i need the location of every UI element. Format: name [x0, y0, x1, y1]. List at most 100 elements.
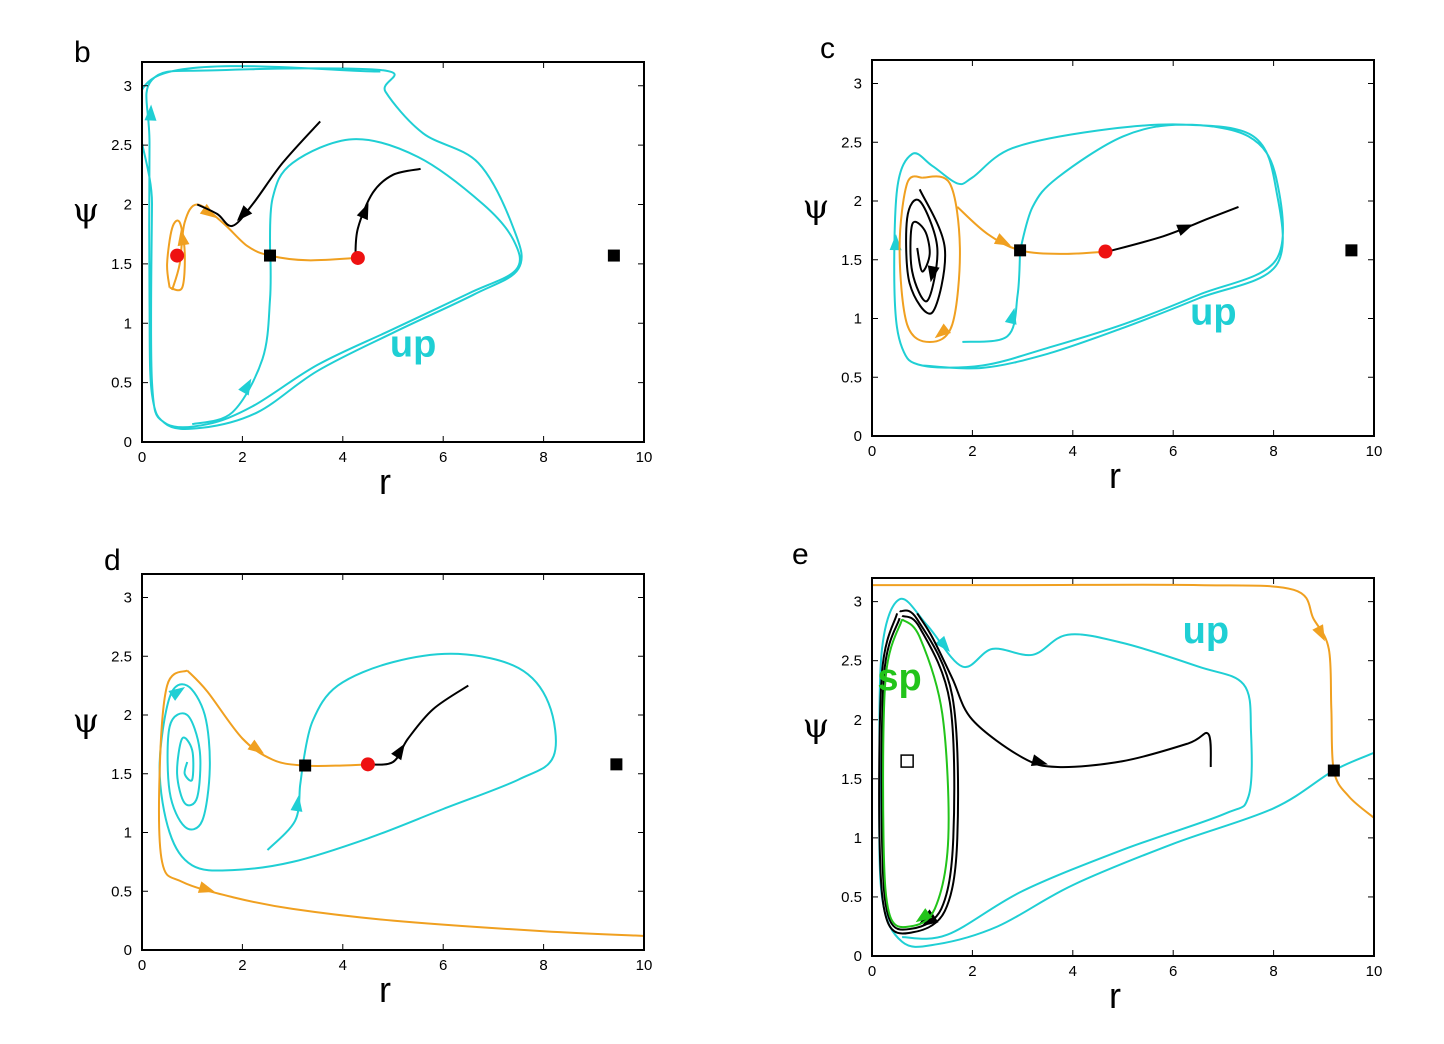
- arrowhead-2: [197, 881, 215, 893]
- x-tick-label: 10: [636, 957, 653, 974]
- arrowhead-5: [927, 265, 940, 283]
- panel-label: e: [792, 538, 809, 571]
- series-line-5: [882, 618, 950, 929]
- arrowhead-0: [1312, 624, 1325, 642]
- x-tick-label: 4: [1069, 443, 1077, 460]
- y-tick-label: 2: [854, 193, 862, 210]
- series-line-1: [191, 255, 272, 426]
- series-line-5: [354, 167, 421, 258]
- annotation-label: up: [390, 324, 436, 366]
- axes-frame: [871, 59, 1375, 437]
- series-line-4: [367, 684, 469, 766]
- series-line-4: [196, 120, 321, 227]
- x-axis-label: r: [1109, 455, 1121, 496]
- x-tick-label: 4: [339, 957, 347, 974]
- arrowhead-0: [144, 104, 157, 121]
- fixed-point-square: [264, 249, 277, 262]
- y-tick-label: 0: [854, 948, 862, 965]
- annotation-label: up: [1183, 610, 1229, 652]
- arrowhead-3: [247, 739, 265, 754]
- y-tick-label: 2: [854, 712, 862, 729]
- series-line-0: [893, 123, 1285, 370]
- series-line-2: [916, 612, 1212, 769]
- panel-label: d: [104, 544, 121, 577]
- x-tick-label: 10: [1366, 443, 1383, 460]
- fixed-point-square: [1345, 244, 1358, 257]
- annotation-label: sp: [877, 657, 921, 699]
- series-line-2: [157, 669, 644, 937]
- series-line-0: [142, 65, 523, 431]
- x-tick-label: 4: [339, 449, 347, 466]
- series-group: [142, 65, 523, 431]
- series-line-3: [166, 219, 186, 292]
- y-axis-label: ψ: [803, 187, 830, 227]
- x-tick-label: 2: [968, 443, 976, 460]
- x-tick-label: 2: [238, 449, 246, 466]
- arrowhead-1: [290, 795, 303, 812]
- fixed-point-square: [1327, 764, 1340, 777]
- series-line-3: [898, 175, 961, 344]
- x-tick-label: 8: [1269, 443, 1277, 460]
- panel-label: c: [820, 32, 835, 65]
- x-axis-label: r: [379, 461, 391, 502]
- y-tick-label: 2.5: [111, 137, 132, 154]
- y-tick-label: 3: [854, 594, 862, 611]
- x-tick-label: 6: [439, 957, 447, 974]
- series-group: [157, 652, 644, 937]
- y-tick-label: 1: [124, 315, 132, 332]
- x-tick-label: 8: [1269, 963, 1277, 980]
- series-line-4: [880, 614, 956, 931]
- y-tick-label: 0: [124, 434, 132, 451]
- y-tick-label: 1.5: [841, 771, 862, 788]
- y-tick-label: 1.5: [841, 252, 862, 269]
- y-tick-label: 0.5: [111, 883, 132, 900]
- arrowhead-0: [168, 687, 186, 701]
- x-tick-label: 0: [868, 963, 876, 980]
- x-tick-label: 2: [968, 963, 976, 980]
- series-line-2: [956, 206, 1108, 255]
- annotation-label: up: [1190, 291, 1236, 333]
- y-axis-label: ψ: [73, 191, 100, 231]
- series-line-1: [878, 597, 1374, 948]
- x-tick-label: 0: [138, 449, 146, 466]
- series-group: [889, 123, 1285, 370]
- x-tick-label: 6: [439, 449, 447, 466]
- y-tick-label: 0.5: [841, 889, 862, 906]
- arrowhead-1: [238, 378, 252, 396]
- arrowhead-2: [199, 203, 217, 219]
- y-tick-label: 0: [124, 942, 132, 959]
- x-tick-label: 4: [1069, 963, 1077, 980]
- x-tick-label: 0: [868, 443, 876, 460]
- y-tick-label: 0.5: [111, 375, 132, 392]
- arrowhead-2: [1030, 754, 1048, 767]
- arrowhead-4: [391, 743, 405, 761]
- arrowhead-5: [915, 908, 933, 923]
- y-tick-label: 3: [124, 590, 132, 607]
- y-tick-label: 2.5: [111, 648, 132, 665]
- panel-c: c 0 2 4 6 8 10 0 0.5 1 1.5 2 2.5 3 r ψ up: [803, 32, 1383, 496]
- axes-frame: [141, 61, 645, 443]
- fixed-point-circle: [350, 250, 365, 265]
- y-tick-label: 2: [124, 197, 132, 214]
- axes-frame: [141, 573, 645, 951]
- series-line-2: [171, 203, 358, 291]
- x-tick-label: 10: [636, 449, 653, 466]
- fixed-point-square: [610, 758, 623, 771]
- fixed-point-circle: [170, 248, 185, 263]
- panel-e: e 0 2 4 6 8 10 0 0.5 1 1.5 2 2.5 3 r ψ sp up: [792, 538, 1382, 1016]
- x-tick-label: 8: [539, 449, 547, 466]
- y-tick-label: 3: [854, 76, 862, 93]
- y-tick-label: 1.5: [111, 766, 132, 783]
- y-tick-label: 0.5: [841, 369, 862, 386]
- panel-d: d 0 2 4 6 8 10 0 0.5 1 1.5 2 2.5 3 r ψ: [73, 544, 653, 1010]
- y-tick-label: 2.5: [841, 653, 862, 670]
- series-line-3: [878, 609, 960, 935]
- arrowhead-2: [993, 233, 1011, 246]
- panel-label: b: [74, 36, 91, 69]
- series-line-0: [158, 652, 557, 872]
- series-line-3: [186, 669, 368, 767]
- y-tick-label: 2: [124, 707, 132, 724]
- arrowhead-0: [889, 234, 902, 251]
- x-axis-label: r: [379, 969, 391, 1010]
